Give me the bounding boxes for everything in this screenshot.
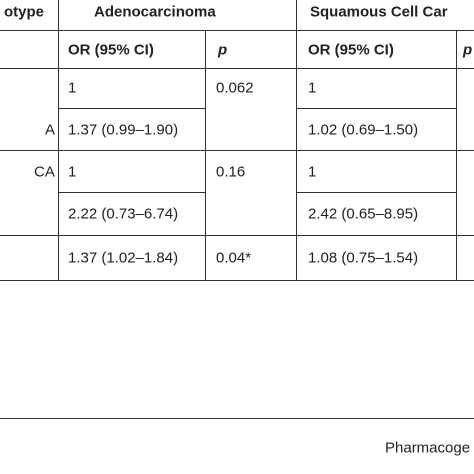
table-cell: CA xyxy=(34,163,55,181)
subheader-cell: OR (95% CI) xyxy=(308,41,394,59)
table-cell: 1 xyxy=(308,79,317,97)
table-cell: 0.062 xyxy=(216,79,254,97)
table-cell: A xyxy=(45,121,56,139)
footer: Pharmacoge xyxy=(385,439,471,457)
table-cell: 1 xyxy=(68,79,77,97)
table-cell: 1 xyxy=(308,163,317,181)
table-cell: 1.08 (0.75–1.54) xyxy=(308,249,419,267)
table-cell: 2.22 (0.73–6.74) xyxy=(68,205,179,223)
table-cell: 1.02 (0.69–1.50) xyxy=(308,121,419,139)
header-cell: Adenocarcinoma xyxy=(94,3,216,21)
table-cell: 1.37 (0.99–1.90) xyxy=(68,121,179,139)
header-cell: Squamous Cell Car xyxy=(310,3,448,21)
table-cell: 1.37 (1.02–1.84) xyxy=(68,249,179,267)
table-cell: 0.16 xyxy=(216,163,246,181)
subheader-cell: p xyxy=(463,41,473,59)
subheader-cell: OR (95% CI) xyxy=(68,41,154,59)
header-cell: otype xyxy=(4,3,45,21)
subheader-cell: p xyxy=(218,41,228,59)
table-cell: 2.42 (0.65–8.95) xyxy=(308,205,419,223)
table-cell: 0.04* xyxy=(216,249,252,267)
table-cell: 1 xyxy=(68,163,77,181)
